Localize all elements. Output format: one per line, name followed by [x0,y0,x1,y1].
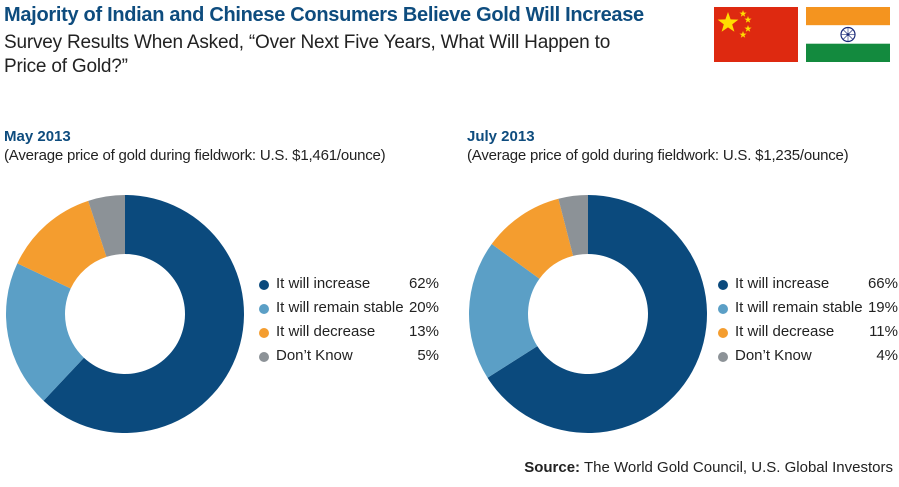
legend-label-remain-stable: It will remain stable [735,299,863,316]
legend-item-increase: It will increase 66% [718,275,898,299]
legend-item-remain-stable: It will remain stable 19% [718,299,898,323]
india-flag-icon [806,7,890,62]
legend-swatch-remain-stable [259,304,269,314]
donut-slice-dont-know [558,195,588,256]
legend-label-dont-know: Don’t Know [735,347,812,364]
chart-title-july-2013: July 2013 [467,128,535,145]
chart-title-may-2013: May 2013 [4,128,71,145]
donut-slice-remain-stable [469,244,540,378]
legend-swatch-increase [718,280,728,290]
legend-value-remain-stable: 19% [867,299,898,316]
legend-swatch-decrease [718,328,728,338]
legend-item-dont-know: Don’t Know 4% [718,347,898,371]
legend-value-decrease: 13% [408,323,439,340]
legend-swatch-increase [259,280,269,290]
legend-label-remain-stable: It will remain stable [276,299,404,316]
legend-item-increase: It will increase 62% [259,275,439,299]
legend-swatch-dont-know [259,352,269,362]
legend-item-remain-stable: It will remain stable 20% [259,299,439,323]
legend-swatch-decrease [259,328,269,338]
chart-subtitle-may-2013: (Average price of gold during fieldwork:… [4,147,386,164]
legend-value-remain-stable: 20% [408,299,439,316]
source-label: Source: [524,459,581,476]
donut-slice-increase [43,195,245,433]
donut-slice-dont-know [88,195,125,257]
source-text: The World Gold Council, U.S. Global Inve… [583,459,893,476]
legend-swatch-dont-know [718,352,728,362]
legend-item-dont-know: Don’t Know 5% [259,347,439,371]
donut-slice-increase [487,195,707,433]
page-title: Majority of Indian and Chinese Consumers… [4,4,644,26]
donut-chart-may-2013 [5,195,245,433]
legend-label-increase: It will increase [735,275,830,292]
legend-label-dont-know: Don’t Know [276,347,353,364]
legend-value-increase: 66% [867,275,898,292]
source-note: Source: The World Gold Council, U.S. Glo… [524,459,893,476]
page-subtitle: Survey Results When Asked, “Over Next Fi… [4,32,611,77]
legend-value-increase: 62% [408,275,439,292]
donut-slice-decrease [491,198,574,279]
donut-slice-remain-stable [5,263,84,401]
legend-item-decrease: It will decrease 11% [718,323,898,347]
legend-label-decrease: It will decrease [735,323,835,340]
legend-value-dont-know: 5% [417,347,439,364]
legend-may-2013: It will increase 62% It will remain stable… [259,275,439,371]
legend-label-decrease: It will decrease [276,323,376,340]
legend-label-increase: It will increase [276,275,371,292]
legend-swatch-remain-stable [718,304,728,314]
china-flag-icon [714,7,798,62]
legend-item-decrease: It will decrease 13% [259,323,439,347]
donut-chart-july-2013 [469,195,707,433]
legend-july-2013: It will increase 66% It will remain stable… [718,275,898,371]
donut-slice-decrease [17,200,107,289]
legend-value-decrease: 11% [869,323,898,340]
chart-subtitle-july-2013: (Average price of gold during fieldwork:… [467,147,849,164]
legend-value-dont-know: 4% [876,347,898,364]
